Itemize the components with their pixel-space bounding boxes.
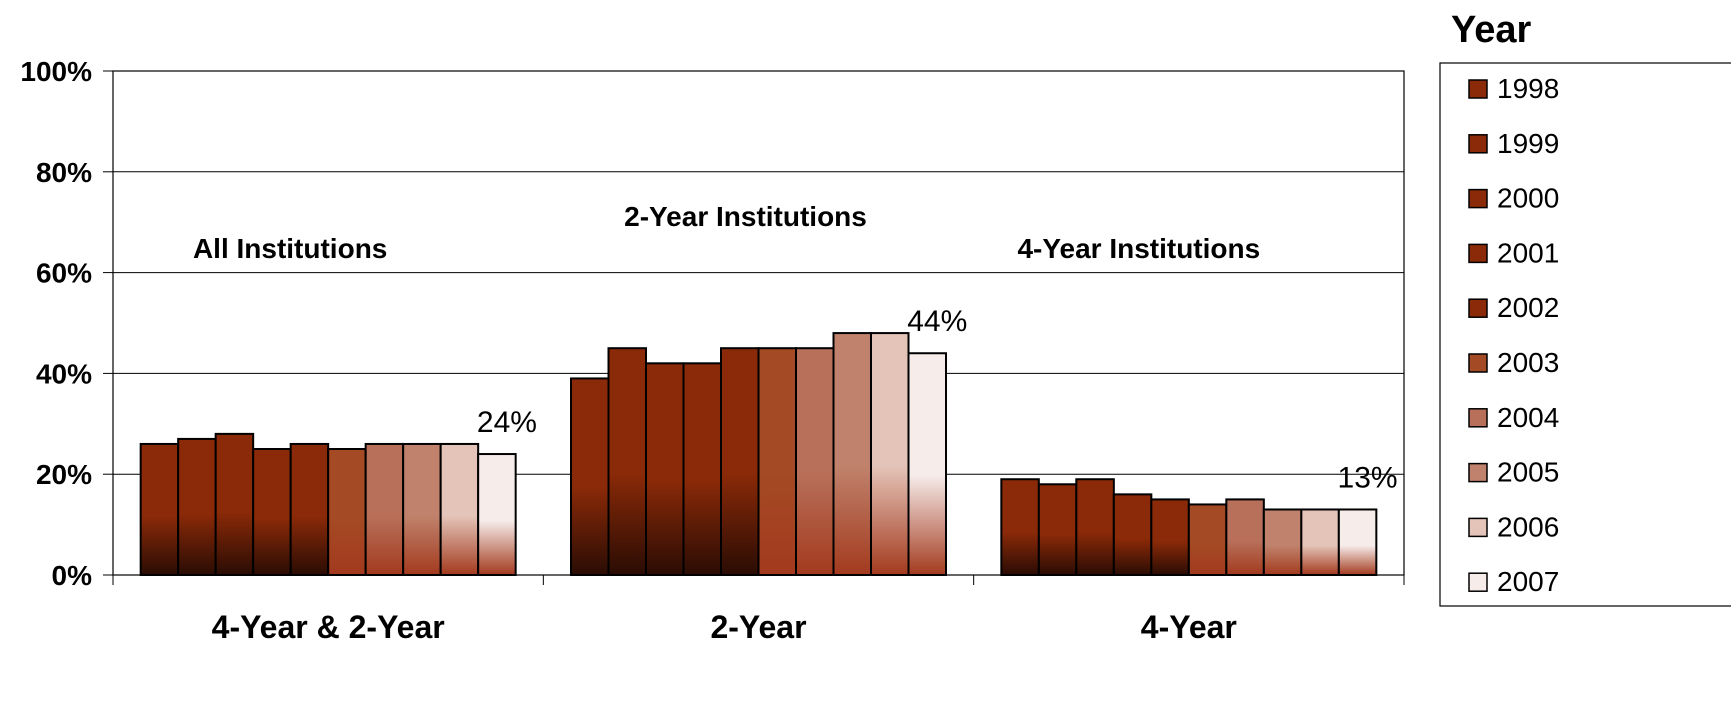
y-tick-label: 60% [36,258,92,289]
data-label: 24% [477,406,537,439]
group-title: 2-Year Institutions [624,201,867,232]
bar-2002-1 [720,347,760,577]
data-label: 44% [907,305,967,338]
group-title: 4-Year Institutions [1017,233,1260,264]
legend-swatch-2004 [1468,408,1488,428]
bar-1998-1 [570,377,610,576]
legend-entry-2007: 2007 [1497,566,1559,597]
bar-2000-0 [214,432,255,576]
bar-2005-0 [402,442,442,576]
y-tick-label: 80% [36,157,92,188]
labels: 24% 4-Year & 2-Year 44% 2-Year 13% 4-Year All … [193,201,1398,645]
legend-swatch-1998 [1468,79,1488,99]
group-title: All Institutions [193,233,387,264]
bar-2007-2 [1337,508,1378,577]
bar-2003-1 [757,347,797,577]
legend-entry-2006: 2006 [1497,511,1559,542]
bar-2005-2 [1262,508,1303,577]
y-tick-label: 20% [36,459,92,490]
legend-swatch-2003 [1468,353,1488,373]
bar-2003-2 [1187,503,1228,576]
legend-title: Year [1451,9,1532,51]
bar-2006-0 [439,442,480,576]
legend-entry-1999: 1999 [1497,128,1559,159]
data-label: 13% [1338,461,1398,494]
legend-swatch-1999 [1468,134,1488,154]
bar-2003-0 [327,448,367,576]
bar-2004-1 [795,347,835,577]
legend-swatch-2002 [1468,298,1488,318]
bars [139,332,1378,577]
bar-1999-0 [177,437,217,577]
legend-entry-2000: 2000 [1497,183,1559,214]
x-category-label: 4-Year [1141,609,1237,645]
legend-swatch-2006 [1468,517,1488,538]
bar-2001-2 [1112,493,1153,576]
x-category-label: 4-Year & 2-Year [212,609,445,645]
bar-2004-2 [1225,498,1265,576]
legend-entry-2004: 2004 [1497,402,1559,433]
bar-1999-2 [1037,483,1078,576]
legend-swatch-2005 [1468,462,1488,483]
bar-2001-0 [252,448,292,576]
bar-2000-2 [1075,478,1115,576]
legend-entry-2003: 2003 [1497,347,1559,378]
legend-box [1439,62,1731,607]
legend-entry-1998: 1998 [1497,73,1559,104]
bar-2006-1 [870,332,910,576]
bar-1998-2 [1000,478,1040,576]
bar-2006-2 [1300,508,1340,577]
bar-1998-0 [139,442,180,576]
legend-entry-2002: 2002 [1497,292,1559,323]
bar-2004-0 [364,442,405,576]
legend-swatch-2001 [1468,243,1488,264]
legend-entry-2005: 2005 [1497,457,1559,488]
bar-2007-0 [477,453,517,577]
bar-2007-1 [907,352,947,576]
bar-1999-1 [607,347,647,577]
legend-swatch-2007 [1468,572,1488,592]
axes: 0% 20% 40% 60% 80% 100% [20,56,1405,591]
x-category-label: 2-Year [710,609,806,645]
bar-2005-1 [832,332,872,576]
y-tick-label: 0% [52,560,93,591]
legend: Year 1998 1999 2000 2001 2002 2003 2004 2005 2006… [1439,9,1731,607]
bar-2002-0 [289,442,330,576]
bar-2002-2 [1150,498,1190,576]
legend-swatch-2000 [1468,188,1488,209]
bar-2001-1 [682,362,722,576]
y-tick-label: 40% [36,358,92,389]
bar-2000-1 [645,362,685,576]
legend-entry-2001: 2001 [1497,237,1559,268]
y-tick-label: 100% [20,56,92,87]
